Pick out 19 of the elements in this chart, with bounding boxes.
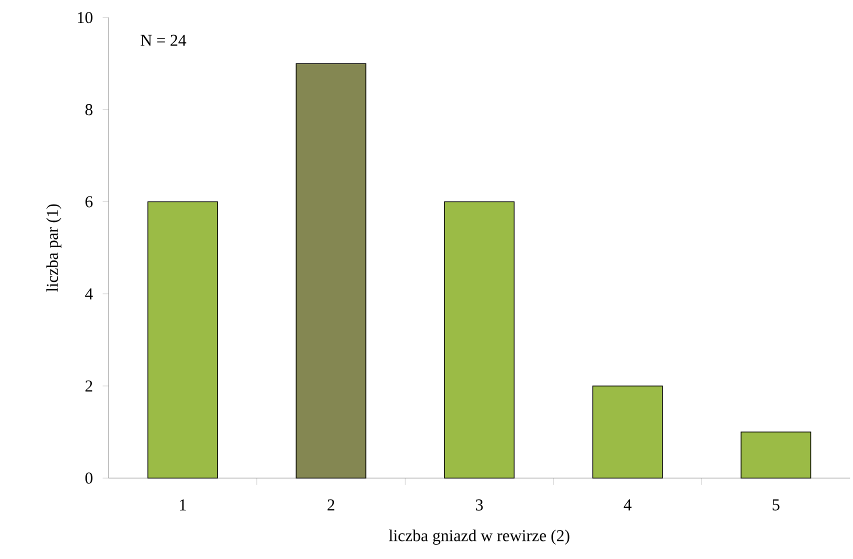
x-tick-label: 1 xyxy=(180,499,186,510)
annotation: N = 24 xyxy=(140,34,186,46)
bar xyxy=(740,432,812,478)
x-axis-title: liczba gniazd w rewirze (2) xyxy=(388,530,570,545)
y-tick-label: 4 xyxy=(85,288,93,300)
x-tick-label: 5 xyxy=(772,499,780,510)
bar xyxy=(296,63,366,478)
x-tick-label: 3 xyxy=(476,499,483,511)
x-tick-label: 2 xyxy=(328,499,334,510)
bar xyxy=(444,201,515,478)
y-tick-label: 2 xyxy=(86,380,92,392)
x-tick-label: 4 xyxy=(624,499,632,510)
y-tick-label: 6 xyxy=(85,196,93,208)
bar xyxy=(592,386,663,478)
bar xyxy=(147,201,218,478)
y-tick-label: 8 xyxy=(85,104,92,116)
y-axis-title: liczba par (1) xyxy=(46,204,62,292)
y-tick-label: 0 xyxy=(85,472,92,484)
y-tick-label: 10 xyxy=(78,12,92,24)
